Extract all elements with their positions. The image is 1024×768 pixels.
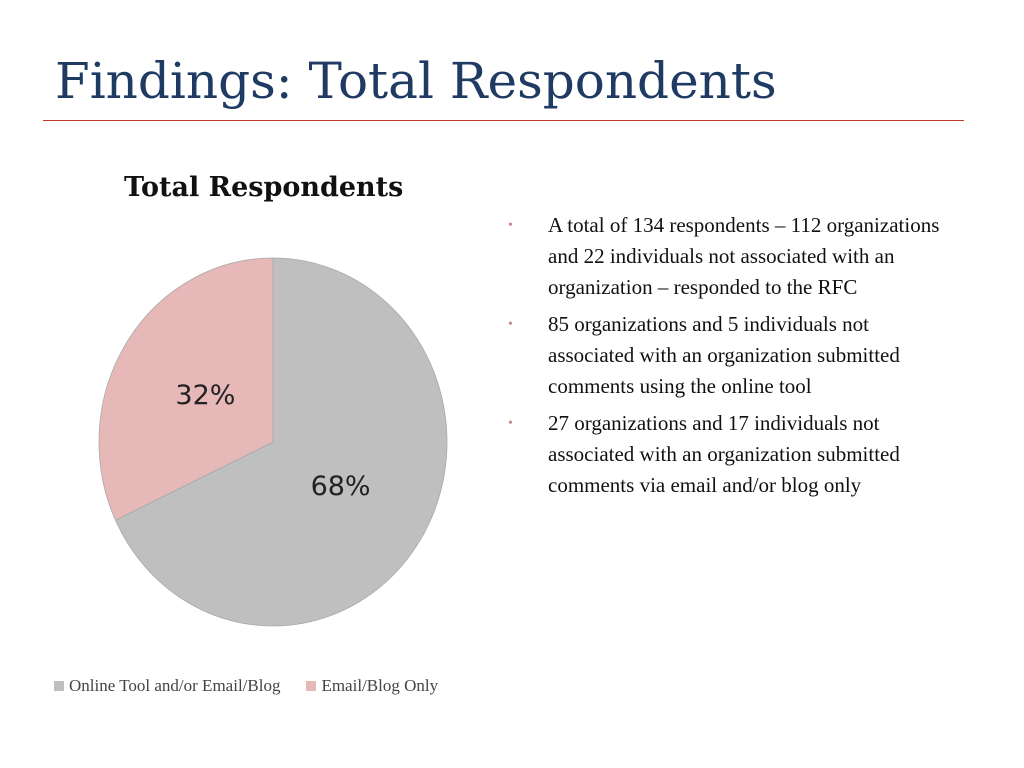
title-divider bbox=[43, 120, 964, 121]
data-label-email-blog: 32% bbox=[175, 380, 235, 411]
legend-swatch-email-blog bbox=[306, 681, 317, 691]
bullet-icon: • bbox=[508, 218, 513, 233]
legend-swatch-online-tool bbox=[54, 681, 64, 691]
pie-slice-online-tool bbox=[115, 257, 448, 627]
bullet-text: A total of 134 respondents – 112 organiz… bbox=[548, 213, 940, 299]
pie-chart: 68% 32% bbox=[98, 257, 448, 627]
bullet-item: • A total of 134 respondents – 112 organ… bbox=[508, 210, 948, 303]
data-label-online-tool: 68% bbox=[311, 471, 371, 502]
bullet-icon: • bbox=[508, 317, 513, 332]
legend-item-online-tool: Online Tool and/or Email/Blog bbox=[54, 676, 280, 696]
pie-slice-email-blog bbox=[98, 257, 274, 521]
legend-item-email-blog: Email/Blog Only bbox=[306, 676, 438, 696]
bullet-item: • 85 organizations and 5 individuals not… bbox=[508, 309, 948, 402]
chart-legend: Online Tool and/or Email/Blog Email/Blog… bbox=[54, 676, 464, 696]
bullet-text: 85 organizations and 5 individuals not a… bbox=[548, 312, 900, 398]
legend-label-online-tool: Online Tool and/or Email/Blog bbox=[69, 676, 281, 695]
bullet-item: • 27 organizations and 17 individuals no… bbox=[508, 408, 948, 501]
chart-title: Total Respondents bbox=[124, 172, 404, 203]
bullet-icon: • bbox=[508, 416, 513, 431]
slide-title: Findings: Total Respondents bbox=[55, 52, 777, 110]
bullet-list: • A total of 134 respondents – 112 organ… bbox=[508, 210, 948, 507]
legend-label-email-blog: Email/Blog Only bbox=[321, 676, 439, 695]
bullet-text: 27 organizations and 17 individuals not … bbox=[548, 411, 900, 497]
